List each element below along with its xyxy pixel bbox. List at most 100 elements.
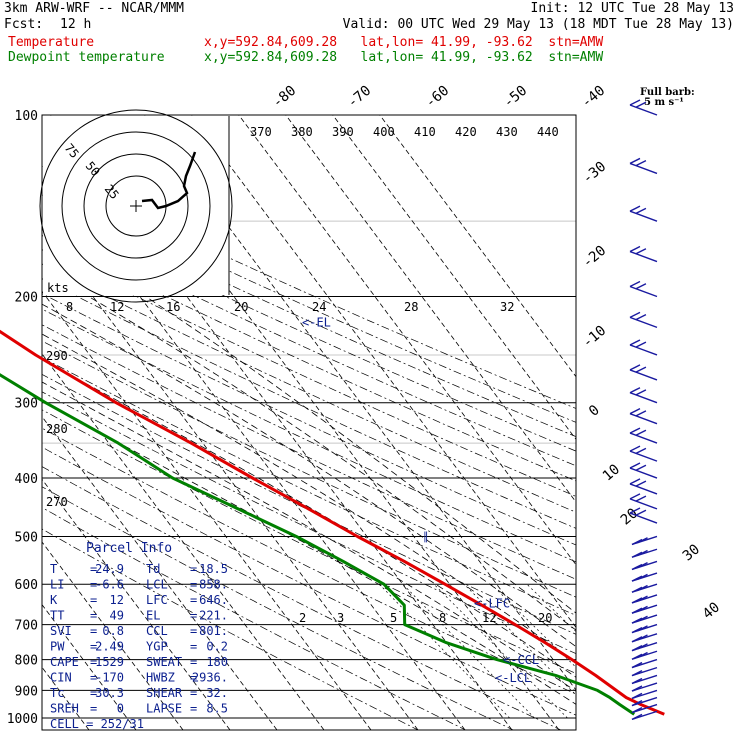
wind-barb-flag	[629, 507, 641, 514]
wind-barb-flag	[635, 429, 647, 436]
isotherm-line	[191, 115, 576, 628]
wind-barb-flag	[631, 645, 643, 652]
wind-barb-flag	[629, 245, 641, 253]
wind-barb-flag	[631, 597, 643, 604]
wind-barb-flag	[635, 101, 647, 108]
parcel-eq: =	[190, 593, 197, 607]
theta-label: 440	[537, 125, 559, 139]
forecast-label: Fcst:	[4, 17, 44, 32]
wind-barb-shaft	[629, 250, 658, 263]
parcel-key: Td	[146, 562, 160, 576]
isotherm-line	[42, 541, 184, 730]
isotherm-label: -20	[580, 243, 610, 272]
parcel-key: LAPSE	[146, 702, 182, 716]
isotherm-label: -60	[423, 83, 453, 112]
pressure-tick-label: 300	[15, 397, 38, 412]
hodograph-ring	[39, 109, 233, 303]
mixing-ratio-line	[526, 583, 576, 633]
wind-barb-flag	[631, 653, 643, 660]
wind-barb-flag	[629, 99, 641, 106]
hodograph-ring	[83, 153, 189, 259]
wind-barb-shaft	[629, 104, 658, 116]
mixing-ratio-label: 5	[390, 611, 397, 625]
parcel-eq: =	[190, 686, 197, 700]
wind-barb-flag	[629, 364, 641, 371]
parcel-value: -6.6	[95, 578, 124, 592]
level-annotation-lfc: <-LFC	[474, 597, 510, 611]
wind-barb-shaft	[629, 392, 658, 404]
isotherm-line	[42, 353, 325, 730]
wind-barb-flag	[631, 706, 643, 714]
wind-barb-shaft	[629, 413, 658, 425]
dry-adiabat-line	[42, 528, 419, 730]
wind-barb-shaft	[629, 285, 658, 298]
parcel-value: 0	[117, 702, 124, 716]
isotherm-line	[238, 115, 576, 566]
wind-barb-flag	[637, 562, 648, 569]
mixing-ratio-line	[433, 583, 568, 719]
wind-barb-shaft	[629, 369, 658, 381]
theta-label: 370	[250, 125, 272, 139]
parcel-key: CCL	[146, 624, 168, 638]
isotherm-label: 30	[680, 541, 703, 564]
isotherm-label: 0	[586, 402, 603, 420]
wind-barb-flag	[635, 389, 647, 396]
wind-barb-flag	[635, 464, 647, 471]
wind-barb-flag	[631, 661, 643, 669]
level-annotation-ccl: <-CCL	[503, 653, 539, 667]
speed-scale-label: 28	[404, 300, 418, 314]
wind-barb-flag	[629, 205, 641, 212]
wind-barb-flag	[635, 207, 647, 215]
pressure-tick-label: 800	[15, 654, 38, 669]
parcel-key: PW	[50, 640, 65, 654]
parcel-value: 0.8	[102, 624, 124, 638]
speed-scale-label: 24	[312, 300, 326, 314]
wind-barb-flag	[637, 573, 648, 580]
wind-barb-shaft	[629, 316, 658, 329]
full-barb-label: Full barb:	[640, 87, 695, 98]
wind-barb-flag	[637, 643, 648, 650]
wind-barb-flag	[629, 493, 641, 500]
isotherm-line	[379, 115, 576, 378]
pressure-tick-label: 700	[15, 619, 38, 634]
parcel-eq: =	[190, 609, 197, 623]
parcel-eq: =	[190, 655, 197, 669]
isotherm-label: -70	[345, 83, 375, 112]
isotherm-label: 10	[600, 461, 623, 484]
wind-barb-flag	[635, 410, 647, 417]
parcel-info-box: Parcel Info T =24.9 Td = 18.5LI =-6.6 LCL = 858.…	[50, 541, 228, 731]
parcel-key: EL	[146, 609, 160, 623]
wind-barb-flag	[631, 699, 643, 707]
isotherm-line	[42, 729, 43, 730]
dry-adiabat-line	[42, 207, 576, 452]
dry-adiabat-label: 290	[46, 349, 68, 363]
parcel-key: CIN	[50, 671, 72, 685]
wind-barb-shaft	[629, 210, 658, 222]
hodograph-units: kts	[47, 281, 69, 295]
parcel-key: SWEAT	[146, 655, 182, 669]
pressure-tick-label: 600	[15, 578, 38, 593]
theta-label: 390	[332, 125, 354, 139]
parcel-key: HWBZ	[146, 671, 175, 685]
parcel-value: 2.49	[95, 640, 124, 654]
parcel-eq: =	[90, 593, 97, 607]
dry-adiabat-label: 280	[46, 422, 68, 436]
speed-scale-label: 12	[110, 300, 124, 314]
isotherm-label: -80	[270, 83, 300, 112]
theta-label: 430	[496, 125, 518, 139]
dry-adiabat-line	[42, 466, 562, 730]
dry-adiabat-line	[42, 263, 576, 513]
isotherm-label: -40	[579, 83, 609, 112]
wind-barb-flag	[629, 387, 641, 394]
isotherm-label: -30	[580, 159, 610, 188]
parcel-key: Tc	[50, 686, 64, 700]
speed-scale-label: 8	[66, 300, 73, 314]
level-annotation-el: <-EL	[302, 316, 331, 330]
wind-barb-flag	[631, 669, 643, 677]
wind-barb-flag	[635, 509, 647, 516]
forecast-value: 12 h	[60, 17, 92, 32]
valid-time: Valid: 00 UTC Wed 29 May 13 (18 MDT Tue …	[342, 17, 734, 32]
parcel-eq: =	[90, 655, 97, 669]
dry-adiabat-line	[42, 446, 576, 716]
